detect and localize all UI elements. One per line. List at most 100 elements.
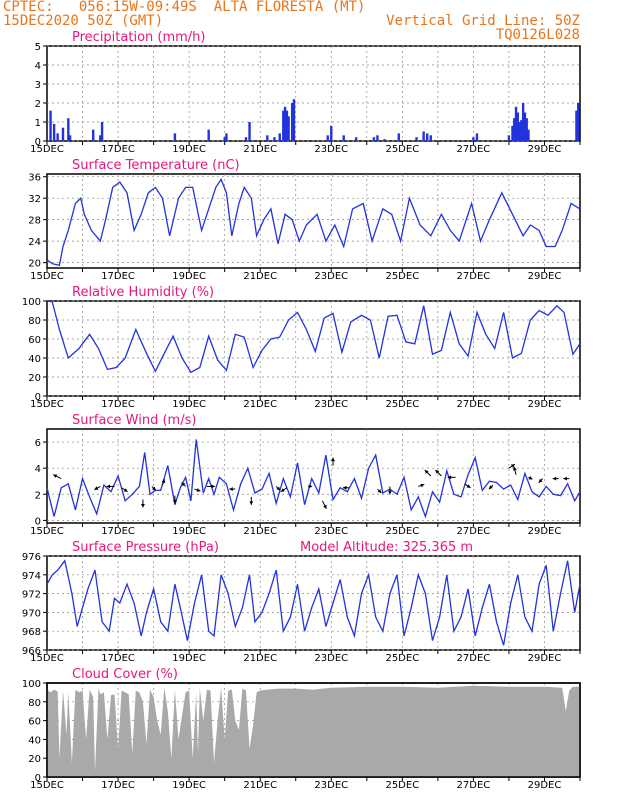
y-tick-label: 976 — [22, 552, 41, 563]
y-tick-label: 36 — [28, 173, 41, 184]
precip-bar — [67, 118, 70, 141]
precip-bar — [283, 106, 287, 141]
precip-bar — [383, 139, 386, 141]
x-date-label: 23DEC — [314, 653, 348, 664]
x-date-label: 15DEC — [30, 144, 64, 155]
x-date-label: 19DEC — [172, 526, 206, 537]
x-date-label: 21DEC — [243, 144, 277, 155]
x-date-label: 27DEC — [457, 653, 491, 664]
precip-bar — [354, 137, 358, 141]
y-tick-label: 40 — [28, 735, 41, 746]
y-tick-label: 24 — [28, 237, 41, 248]
y-tick-label: 0 — [35, 773, 41, 784]
x-date-label: 27DEC — [457, 399, 491, 410]
panel-title: Surface Pressure (hPa) — [72, 540, 219, 555]
x-date-label: 29DEC — [528, 144, 562, 155]
y-tick-label: 80 — [28, 698, 41, 709]
y-tick-label: 20 — [28, 259, 41, 270]
precip-bar — [292, 99, 296, 141]
wind-arrowhead — [563, 476, 567, 481]
x-date-label: 17DEC — [101, 780, 135, 791]
x-date-label: 21DEC — [243, 780, 277, 791]
x-date-label: 19DEC — [172, 653, 206, 664]
precip-bar — [422, 131, 425, 141]
x-date-label: 19DEC — [172, 780, 206, 791]
y-tick-label: 5 — [35, 42, 41, 53]
x-date-label: 15DEC — [30, 780, 64, 791]
y-tick-label: 0 — [35, 392, 41, 403]
x-date-label: 29DEC — [528, 271, 562, 282]
precip-bar — [342, 135, 345, 141]
precip-bar — [376, 135, 379, 141]
precip-bar — [273, 137, 276, 141]
wind-arrowhead — [435, 470, 440, 474]
series-line — [46, 559, 581, 646]
wind-arrowhead — [196, 488, 201, 492]
x-date-label: 23DEC — [314, 780, 348, 791]
y-tick-label: 32 — [28, 194, 41, 205]
y-tick-label: 966 — [22, 646, 41, 657]
panel-frame — [46, 173, 581, 269]
precip-bar — [326, 135, 329, 141]
precip-bar — [290, 103, 294, 141]
y-tick-label: 20 — [28, 754, 41, 765]
precip-bar — [99, 135, 102, 141]
y-tick-label: 2 — [35, 99, 41, 110]
x-date-label: 19DEC — [172, 144, 206, 155]
x-date-label: 27DEC — [457, 526, 491, 537]
precip-bar — [577, 103, 580, 141]
precip-bar — [278, 133, 281, 141]
x-date-label: 29DEC — [528, 653, 562, 664]
wind-arrowhead — [466, 484, 471, 488]
precip-bar — [513, 118, 516, 141]
x-date-label: 29DEC — [528, 526, 562, 537]
panel-title: Precipitation (mm/h) — [72, 30, 205, 45]
model-code: TQ0126L028 — [495, 27, 580, 43]
model-altitude: Model Altitude: 325.365 m — [300, 540, 473, 555]
wind-arrowhead — [249, 501, 254, 505]
precip-bar — [52, 123, 56, 141]
x-date-label: 19DEC — [172, 399, 206, 410]
y-tick-label: 4 — [35, 464, 41, 475]
precip-bar — [429, 135, 432, 141]
panel-frame — [46, 682, 581, 778]
y-tick-label: 1 — [35, 118, 41, 129]
precip-bar — [207, 129, 210, 141]
wind-arrowhead — [308, 484, 313, 489]
precip-bar — [575, 110, 578, 141]
x-date-label: 23DEC — [314, 399, 348, 410]
precip-bar — [225, 133, 228, 141]
x-date-label: 17DEC — [101, 144, 135, 155]
wind-arrowhead — [280, 488, 285, 492]
precip-bar — [68, 135, 72, 141]
precip-bar — [514, 106, 518, 141]
x-date-label: 21DEC — [243, 399, 277, 410]
wind-arrowhead — [211, 484, 215, 489]
precip-bar — [518, 122, 521, 141]
precip-bar — [475, 133, 479, 141]
station-header: CPTEC: 056:15W-09:49S ALTA FLORESTA (MT) — [3, 0, 366, 15]
y-tick-label: 972 — [22, 590, 41, 601]
y-tick-label: 80 — [28, 316, 41, 327]
x-date-label: 25DEC — [385, 144, 419, 155]
precip-bar — [397, 133, 400, 141]
precip-bar — [520, 120, 523, 141]
wind-arrowhead — [141, 504, 145, 508]
y-tick-label: 0 — [35, 137, 41, 148]
wind-arrowhead — [513, 466, 517, 471]
x-date-label: 29DEC — [528, 399, 562, 410]
precip-bar — [372, 137, 376, 141]
series-line — [46, 178, 581, 267]
wind-arrowhead — [510, 464, 515, 468]
y-tick-label: 0 — [35, 516, 41, 527]
precip-bar — [285, 110, 289, 141]
x-date-label: 25DEC — [385, 271, 419, 282]
wind-arrowhead — [447, 475, 452, 480]
wind-arrowhead — [538, 478, 543, 483]
precip-bar — [511, 125, 514, 141]
wind-arrowhead — [424, 470, 429, 474]
wind-arrowhead — [388, 490, 392, 495]
x-date-label: 15DEC — [30, 526, 64, 537]
y-tick-label: 60 — [28, 717, 41, 728]
